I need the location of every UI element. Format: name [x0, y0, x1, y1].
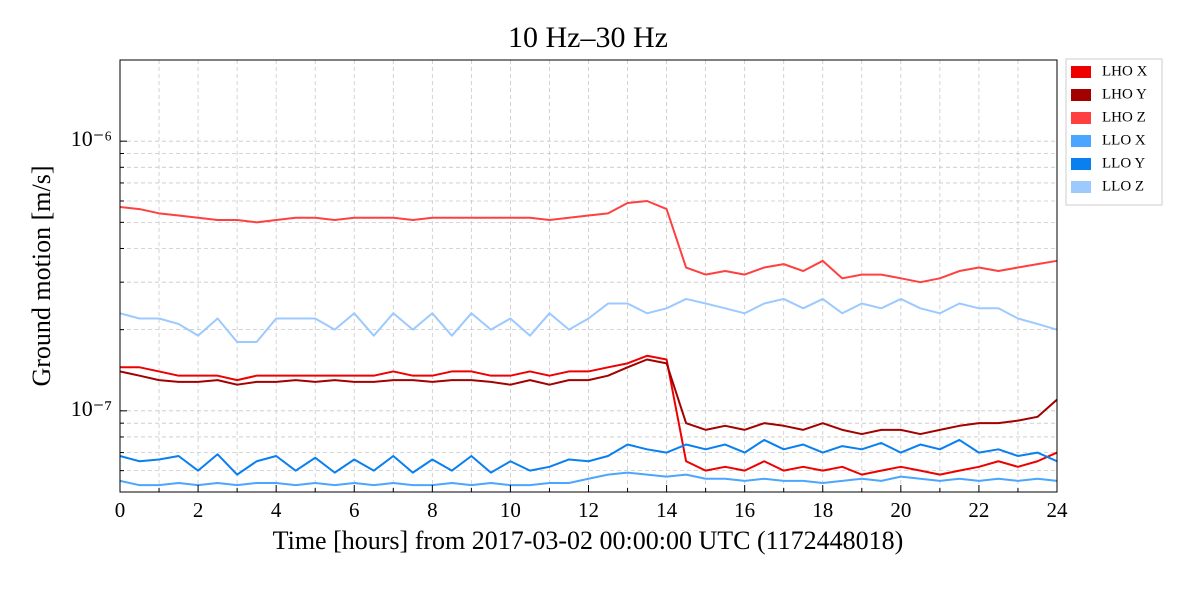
grid [119, 60, 1058, 492]
legend-label: LLO X [1102, 132, 1146, 148]
x-tick-label: 12 [578, 498, 599, 522]
legend-label: LLO Z [1102, 178, 1144, 194]
chart-title: 10 Hz–30 Hz [508, 21, 668, 54]
series-line [119, 358, 1058, 436]
series-line [119, 200, 1058, 284]
x-tick-label: 10 [500, 498, 521, 522]
legend: LHO X LHO Y LHO Z LLO X LLO Y LLO Z [1071, 63, 1148, 194]
x-tick-label: 18 [812, 498, 833, 522]
x-tick-label: 2 [193, 498, 204, 522]
series-line [120, 354, 1058, 476]
x-axis-label: Time [hours] from 2017-03-02 00:00:00 UT… [273, 526, 904, 555]
x-tick-label: 24 [1047, 498, 1069, 522]
x-tick-label: 4 [271, 498, 282, 522]
legend-swatch [1071, 89, 1091, 101]
legend-label: LHO Y [1102, 86, 1147, 102]
x-tick-label: 22 [968, 498, 989, 522]
series-line [119, 438, 1058, 476]
x-tick-label: 8 [427, 498, 438, 522]
legend-box [1065, 58, 1163, 206]
legend-label: LLO Y [1102, 155, 1145, 171]
x-tick-label: 20 [890, 498, 911, 522]
legend-swatch [1071, 112, 1091, 124]
legend-swatch [1071, 66, 1091, 78]
y-axis-label: Ground motion [m/s] [27, 166, 56, 387]
series-line [119, 471, 1058, 487]
legend-swatch [1071, 135, 1091, 147]
y-tick-label: 10⁻⁷ [71, 396, 112, 421]
x-tick-label: 0 [115, 498, 126, 522]
y-tick-label: 10⁻⁶ [71, 126, 112, 151]
legend-label: LHO Z [1102, 109, 1146, 125]
x-tick-label: 6 [349, 498, 360, 522]
series-line [119, 297, 1058, 343]
legend-swatch [1071, 158, 1091, 170]
legend-label: LHO X [1102, 63, 1148, 79]
lines [119, 200, 1058, 487]
legend-swatch [1071, 181, 1091, 193]
x-tick-label: 14 [656, 498, 678, 522]
x-tick-label: 16 [734, 498, 755, 522]
